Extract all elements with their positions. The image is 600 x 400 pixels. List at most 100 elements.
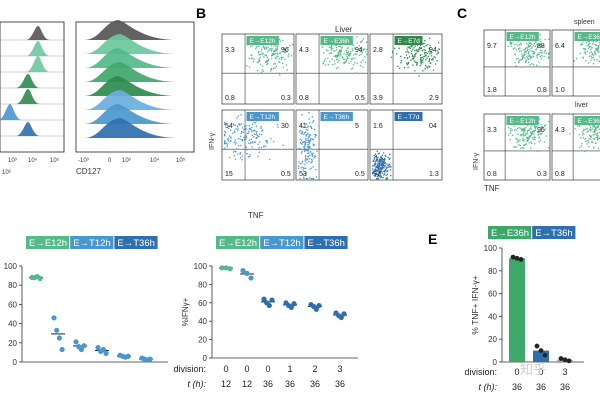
flow-dot bbox=[591, 52, 594, 55]
flow-dot bbox=[249, 154, 251, 156]
flow-dot bbox=[548, 147, 550, 149]
flow-dot bbox=[274, 62, 276, 65]
flow-dot bbox=[227, 138, 229, 141]
flow-dot bbox=[414, 53, 417, 55]
flow-dot bbox=[422, 58, 425, 60]
flow-dot bbox=[581, 134, 584, 136]
time-value: 12 bbox=[221, 379, 231, 389]
flow-dot bbox=[509, 138, 511, 141]
flow-dot bbox=[254, 130, 256, 132]
flow-dot bbox=[537, 53, 539, 55]
flow-dot bbox=[407, 46, 409, 48]
flow-dot bbox=[331, 44, 333, 47]
flow-dot bbox=[386, 171, 388, 173]
flow-dot bbox=[262, 52, 264, 54]
flow-dot bbox=[306, 149, 308, 152]
flow-dot bbox=[521, 53, 523, 55]
flow-dot bbox=[594, 50, 596, 53]
flow-dot bbox=[520, 50, 523, 52]
quadrant-bottom-right: 0.5 bbox=[281, 171, 291, 178]
flow-dot bbox=[256, 61, 259, 64]
quadrant-bottom-right: 0.3 bbox=[537, 171, 547, 178]
flow-dot bbox=[265, 61, 267, 64]
flow-dot bbox=[225, 142, 228, 144]
flow-dot bbox=[347, 51, 349, 53]
flow-dot bbox=[374, 169, 376, 171]
histogram-peak bbox=[26, 26, 50, 40]
flow-dot bbox=[587, 40, 590, 43]
flow-dot bbox=[384, 171, 386, 173]
flow-dot bbox=[303, 149, 305, 151]
division-value: 0 bbox=[538, 367, 543, 377]
flow-dot bbox=[344, 62, 346, 64]
flow-dot bbox=[534, 138, 536, 141]
flow-dot bbox=[346, 56, 348, 58]
flow-dot bbox=[596, 126, 598, 128]
flow-dot bbox=[385, 169, 387, 171]
flow-dot bbox=[347, 47, 349, 49]
flow-dot bbox=[515, 49, 518, 51]
flow-dot bbox=[418, 46, 421, 49]
flow-dot bbox=[424, 51, 426, 54]
flow-dot bbox=[529, 135, 532, 138]
flow-dot bbox=[597, 124, 599, 126]
flow-dot bbox=[588, 62, 590, 64]
flow-dot bbox=[384, 162, 387, 164]
legend-box bbox=[70, 236, 114, 249]
flow-dot bbox=[328, 52, 331, 55]
flow-dot bbox=[251, 146, 253, 148]
flow-dot bbox=[522, 128, 524, 130]
y-axis-label: % TNF+ IFN-γ+ bbox=[470, 275, 480, 334]
flow-dot bbox=[411, 55, 414, 57]
panel-a-right-tick: 0 bbox=[108, 158, 112, 164]
flow-dot bbox=[436, 60, 438, 62]
flow-dot bbox=[516, 138, 518, 141]
flow-dot bbox=[248, 66, 251, 68]
flow-dot bbox=[548, 120, 550, 123]
flow-dot bbox=[267, 63, 269, 65]
division-value: 2 bbox=[312, 364, 317, 374]
flow-dot bbox=[514, 43, 516, 46]
flow-dot bbox=[304, 141, 306, 143]
flow-dot bbox=[309, 146, 311, 148]
flow-dot bbox=[267, 60, 269, 62]
flow-dot bbox=[525, 143, 528, 145]
flow-dot bbox=[312, 166, 314, 168]
flow-dot bbox=[243, 139, 246, 141]
flow-dot bbox=[252, 129, 254, 132]
legend-label: E→E12h bbox=[219, 238, 257, 249]
flow-dot bbox=[525, 47, 527, 49]
flow-dot bbox=[529, 56, 532, 58]
flow-dot bbox=[315, 168, 317, 171]
division-value: 0 bbox=[223, 364, 228, 374]
flow-dot bbox=[590, 48, 592, 51]
flow-dot bbox=[548, 38, 550, 40]
flow-dot bbox=[407, 51, 410, 54]
flow-dot bbox=[539, 55, 542, 58]
flow-plot-label: E→E36h bbox=[577, 118, 600, 125]
flow-dot bbox=[266, 60, 268, 62]
flow-dot bbox=[588, 43, 590, 45]
flow-dot bbox=[523, 49, 525, 51]
flow-dot bbox=[585, 41, 588, 44]
flow-dot bbox=[307, 133, 309, 135]
flow-dot bbox=[306, 126, 309, 128]
flow-dot bbox=[383, 158, 386, 160]
flow-dot bbox=[399, 67, 401, 69]
flow-dot bbox=[406, 63, 408, 66]
flow-dot bbox=[373, 157, 376, 159]
flow-dot bbox=[579, 52, 582, 55]
flow-dot bbox=[285, 50, 287, 52]
flow-dot bbox=[522, 56, 525, 58]
panel-b-flow-plots: E→E12h 3.3 96 0.8 0.3 E→E36h 4.3 94 0.8 0.5 E→E7d 2… bbox=[221, 33, 443, 181]
flow-dot bbox=[299, 147, 301, 150]
flow-dot bbox=[250, 143, 252, 145]
flow-dot bbox=[287, 46, 290, 49]
flow-dot bbox=[260, 50, 262, 53]
flow-dot bbox=[573, 60, 576, 62]
flow-dot bbox=[514, 61, 516, 64]
flow-dot bbox=[251, 54, 253, 56]
flow-dot bbox=[271, 45, 273, 47]
flow-dot bbox=[521, 55, 523, 57]
flow-dot bbox=[250, 54, 252, 57]
